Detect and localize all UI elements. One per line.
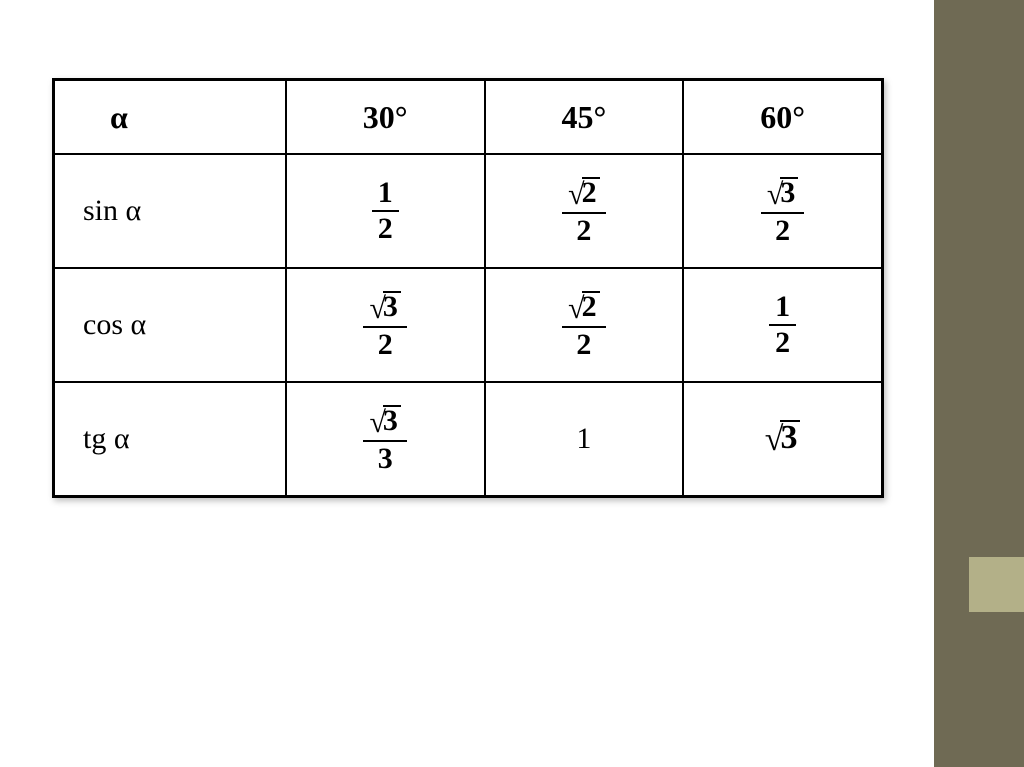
denominator: 2 [562, 214, 605, 246]
header-60: 60° [683, 80, 882, 154]
row-label-cos: cos α [54, 268, 286, 382]
radicand: 2 [582, 291, 600, 322]
sqrt: √3 [369, 291, 400, 324]
numerator: 1 [769, 292, 796, 326]
sqrt: √3 [767, 177, 798, 210]
row-label: sin α [83, 194, 141, 227]
cell-sin-30: 1 2 [286, 154, 485, 268]
header-alpha: α [54, 80, 286, 154]
sqrt: √2 [568, 291, 599, 324]
radicand: 2 [582, 177, 600, 208]
header-45: 45° [485, 80, 684, 154]
decorative-sidebar-inset [969, 557, 1024, 612]
angle-label: 30° [363, 99, 408, 135]
cell-tg-60: √3 [683, 382, 882, 496]
plain-value: 1 [576, 422, 591, 455]
radicand: 3 [383, 291, 401, 322]
fraction: 1 2 [372, 178, 399, 244]
table-row: sin α 1 2 √2 2 [54, 154, 882, 268]
denominator: 3 [363, 442, 406, 474]
fraction: √2 2 [562, 177, 605, 246]
row-label: cos α [83, 308, 146, 341]
fraction: 1 2 [769, 292, 796, 358]
cell-sin-45: √2 2 [485, 154, 684, 268]
denominator: 2 [363, 328, 406, 360]
row-label-sin: sin α [54, 154, 286, 268]
cell-cos-45: √2 2 [485, 268, 684, 382]
numerator: √3 [761, 177, 804, 214]
alpha-symbol: α [110, 99, 128, 135]
row-label: tg α [83, 422, 130, 455]
angle-label: 60° [760, 99, 805, 135]
cell-tg-30: √3 3 [286, 382, 485, 496]
radicand: 3 [780, 177, 798, 208]
fraction: √3 3 [363, 405, 406, 474]
numerator: 1 [372, 178, 399, 212]
numerator: √2 [562, 177, 605, 214]
sqrt: √2 [568, 177, 599, 210]
numerator: √3 [363, 405, 406, 442]
header-30: 30° [286, 80, 485, 154]
trig-table: α 30° 45° 60° sin α 1 2 [53, 79, 883, 497]
table-row: cos α √3 2 √2 [54, 268, 882, 382]
numerator: √2 [562, 291, 605, 328]
radicand: 3 [780, 420, 800, 454]
denominator: 2 [372, 212, 399, 244]
cell-cos-30: √3 2 [286, 268, 485, 382]
angle-label: 45° [562, 99, 607, 135]
table-row: tg α √3 3 1 √3 [54, 382, 882, 496]
row-label-tg: tg α [54, 382, 286, 496]
sqrt: √3 [369, 405, 400, 438]
cell-sin-60: √3 2 [683, 154, 882, 268]
fraction: √3 2 [761, 177, 804, 246]
table-row: α 30° 45° 60° [54, 80, 882, 154]
fraction: √3 2 [363, 291, 406, 360]
numerator: √3 [363, 291, 406, 328]
fraction: √2 2 [562, 291, 605, 360]
cell-tg-45: 1 [485, 382, 684, 496]
denominator: 2 [761, 214, 804, 246]
trig-table-sheet: α 30° 45° 60° sin α 1 2 [52, 78, 884, 498]
decorative-sidebar [934, 0, 1024, 767]
radicand: 3 [383, 405, 401, 436]
denominator: 2 [769, 326, 796, 358]
sqrt: √3 [765, 419, 801, 459]
cell-cos-60: 1 2 [683, 268, 882, 382]
denominator: 2 [562, 328, 605, 360]
